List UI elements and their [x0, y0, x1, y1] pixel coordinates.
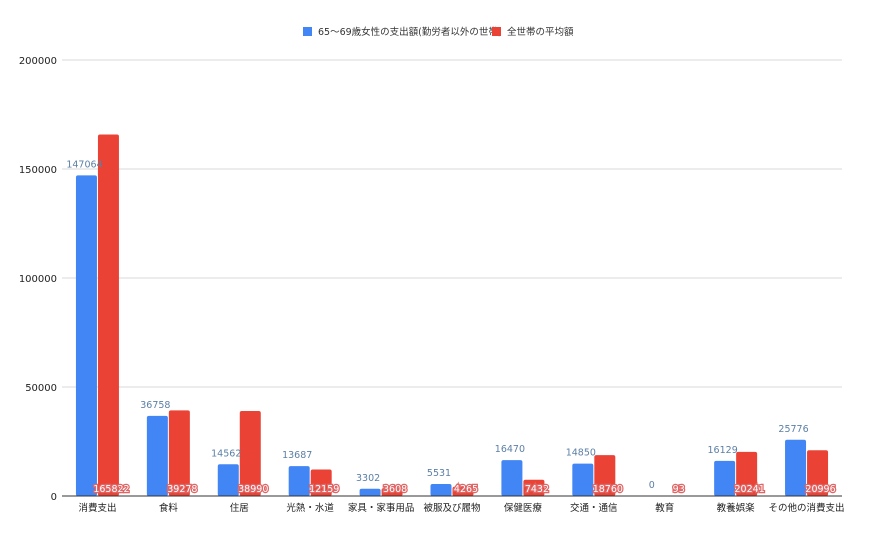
data-label-series-1: 16470 — [495, 444, 525, 455]
data-label-series-1: 5531 — [427, 468, 451, 479]
data-label-series-2: 93 — [673, 484, 685, 495]
data-label-series-1: 14850 — [566, 448, 596, 459]
bar-series-2 — [168, 410, 190, 496]
legend-label: 65～69歳女性の支出額(勤労者以外の世帯) — [318, 26, 502, 38]
bar-series-1 — [785, 439, 807, 496]
x-tick-label: 住居 — [230, 502, 249, 514]
bar-series-1 — [217, 464, 239, 496]
bar-series-2 — [594, 455, 616, 496]
bar-series-2 — [807, 450, 829, 496]
bar-series-1 — [146, 415, 168, 496]
data-label-series-2: 4265 — [454, 484, 478, 495]
x-tick-label: その他の消費支出 — [769, 502, 845, 514]
data-label-series-2: 18760 — [593, 484, 623, 495]
data-label-series-1: 13687 — [282, 450, 312, 461]
data-label-series-1: 147064 — [66, 159, 102, 170]
data-label-series-2: 39278 — [167, 484, 197, 495]
bar-series-1 — [288, 466, 310, 496]
bar-series-1 — [359, 488, 381, 496]
bar-series-2 — [736, 451, 758, 496]
bar-series-1 — [572, 463, 594, 496]
bar-series-1 — [75, 175, 97, 496]
x-tick-label: 被服及び履物 — [423, 502, 481, 514]
y-tick-label: 0 — [51, 492, 57, 503]
x-tick-label: 家具・家事用品 — [348, 502, 415, 514]
x-tick-label: 消費支出 — [78, 502, 116, 514]
data-label-series-2: 20996 — [805, 484, 835, 495]
data-label-series-2: 165822 — [93, 484, 129, 495]
y-tick-label: 50000 — [25, 383, 57, 394]
bar-series-2 — [523, 479, 545, 496]
data-label-series-2: 38990 — [238, 484, 268, 495]
legend-swatch — [303, 27, 312, 36]
bar-series-2 — [452, 486, 474, 496]
data-label-series-1: 3302 — [356, 473, 380, 484]
data-label-series-1: 25776 — [778, 424, 808, 435]
data-label-series-1: 36758 — [140, 400, 170, 411]
bar-series-2 — [97, 134, 119, 496]
y-tick-label: 200000 — [19, 56, 57, 67]
data-label-series-2: 12159 — [309, 484, 339, 495]
data-label-series-2: 3608 — [383, 484, 407, 495]
bar-series-1 — [714, 460, 736, 496]
x-tick-label: 光熱・水道 — [286, 502, 334, 514]
x-tick-label: 食料 — [159, 502, 179, 514]
x-tick-label: 教養娯楽 — [717, 502, 756, 514]
data-label-series-2: 7432 — [525, 484, 549, 495]
bar-series-1 — [501, 460, 523, 496]
legend-swatch — [492, 27, 501, 36]
y-tick-label: 150000 — [19, 165, 57, 176]
y-tick-label: 100000 — [19, 274, 57, 285]
x-tick-label: 教育 — [655, 502, 674, 514]
data-label-series-1: 0 — [649, 480, 655, 491]
data-label-series-2: 20241 — [735, 484, 765, 495]
data-label-series-1: 16129 — [708, 445, 738, 456]
bar-series-2 — [239, 411, 261, 496]
bar-series-2 — [381, 488, 403, 496]
data-label-series-1: 14562 — [211, 448, 241, 459]
x-tick-label: 交通・通信 — [570, 502, 618, 514]
x-tick-label: 保健医療 — [504, 502, 543, 514]
bar-series-2 — [310, 469, 332, 496]
bar-series-1 — [430, 483, 452, 496]
legend-label: 全世帯の平均額 — [507, 26, 574, 38]
